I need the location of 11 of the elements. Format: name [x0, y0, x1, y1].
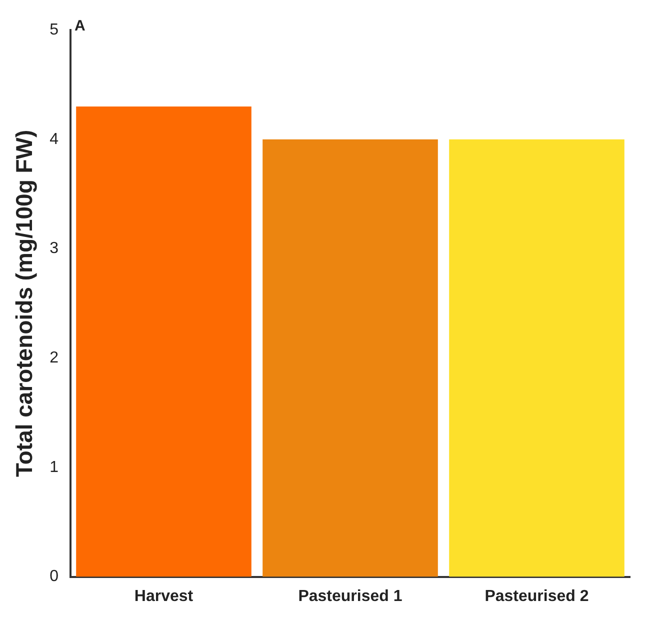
x-tick-label: Pasteurised 2 — [484, 588, 589, 605]
x-tick-label: Pasteurised 1 — [298, 588, 402, 605]
y-axis-title: Total carotenoids (mg/100g FW) — [11, 130, 38, 477]
y-tick-label: 3 — [50, 240, 59, 258]
annotation: A — [74, 18, 86, 35]
y-tick-label: 4 — [50, 130, 59, 148]
y-tick-label: 2 — [50, 349, 59, 366]
x-tick-label: Harvest — [134, 588, 194, 605]
y-tick-label: 1 — [50, 458, 59, 476]
y-tick-label: 0 — [50, 568, 59, 586]
y-tick-label: 5 — [50, 21, 59, 38]
